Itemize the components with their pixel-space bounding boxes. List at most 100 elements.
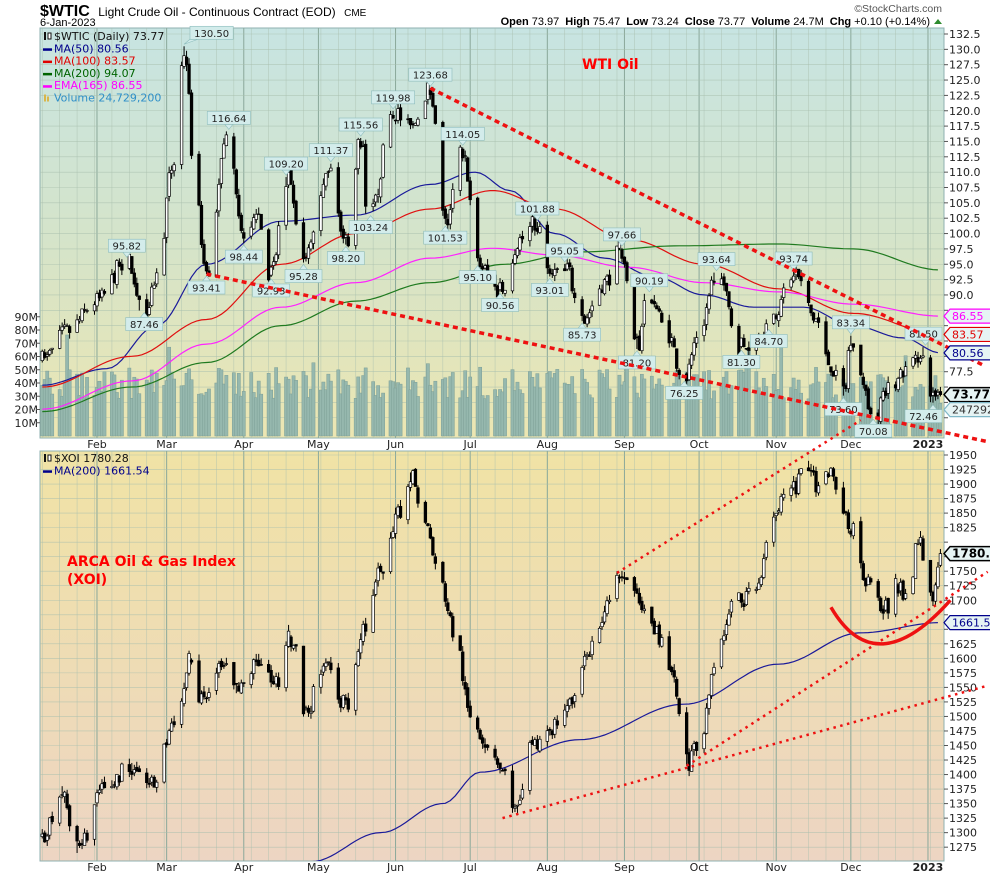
candle-up	[371, 595, 375, 633]
annotation-label: 93.01	[535, 286, 564, 297]
candle-up	[642, 608, 646, 611]
candle-up	[388, 537, 393, 573]
annotation-box	[189, 25, 234, 40]
candle-up	[48, 817, 52, 836]
candle-up	[354, 168, 358, 246]
volume-tick-label: 30M	[15, 390, 39, 403]
x-tick-label-lower: 2023	[913, 861, 944, 874]
volume-bar	[381, 392, 385, 437]
quote-high-label: High	[565, 16, 590, 28]
candle-up	[704, 307, 709, 325]
candle-up	[515, 248, 520, 256]
wti-annotations: 95.82 87.46 130.50 93.41 116.64 98.44 92.93 109…	[108, 25, 943, 438]
candle-down	[267, 664, 271, 673]
candle-up	[179, 65, 184, 165]
candle-down	[341, 228, 345, 239]
legend-label: Volume 24,729,200	[54, 92, 161, 105]
candle-up	[936, 566, 940, 588]
candle-down	[637, 592, 642, 604]
candle-down	[824, 321, 828, 355]
candle-down	[677, 369, 681, 375]
candle-up	[590, 640, 594, 656]
candle-down	[197, 153, 201, 206]
x-tick-label-lower: Jun	[386, 861, 404, 874]
candle-up	[214, 211, 219, 277]
annotation-box	[531, 283, 569, 297]
x-tick-label-upper: Oct	[690, 438, 710, 451]
candle-up	[214, 672, 219, 691]
candle-up	[224, 134, 229, 146]
candle-up	[359, 639, 363, 654]
candle-up	[276, 225, 281, 256]
candle-down	[632, 279, 637, 340]
candle-up	[597, 288, 602, 306]
candle-down	[202, 243, 206, 264]
y-tick-label: 127.5	[949, 59, 981, 72]
volume-bar	[712, 390, 716, 437]
value-tag: 80.56	[943, 345, 990, 361]
candle-down	[632, 577, 637, 591]
candle-down	[461, 651, 465, 682]
candle-down	[729, 308, 734, 327]
x-tick-label-lower: Nov	[765, 861, 787, 874]
value-tag-box	[943, 308, 990, 324]
y-tick-label: 117.5	[949, 120, 981, 133]
annotation-box	[440, 126, 485, 141]
candle-down	[841, 487, 846, 514]
x-tick-label-lower: Sep	[614, 861, 635, 874]
volume-bar	[468, 376, 473, 437]
candle-down	[844, 511, 848, 514]
volume-bar	[694, 374, 699, 437]
candle-up	[702, 325, 706, 336]
candle-down	[359, 141, 363, 148]
candle-down	[555, 268, 559, 270]
candle-down	[301, 222, 306, 260]
candle-up	[777, 314, 781, 322]
candle-down	[476, 717, 480, 730]
volume-bar	[120, 379, 124, 437]
legend-swatch	[43, 48, 52, 51]
annotation-label: 116.64	[211, 114, 246, 125]
candle-down	[259, 213, 263, 230]
candle-down	[329, 662, 333, 671]
price-annotation: 114.05	[440, 126, 485, 146]
annotation-label: 72.46	[909, 412, 938, 423]
annotation-label: 83.34	[837, 318, 866, 329]
volume-legend-icon	[44, 94, 46, 102]
annotation-label: 85.73	[568, 331, 597, 342]
candle-up	[199, 693, 204, 704]
candle-down	[222, 665, 226, 667]
annotation-box	[545, 243, 584, 258]
candle-down	[938, 391, 943, 395]
x-tick-label-lower: May	[307, 861, 330, 874]
candle-up	[60, 326, 64, 331]
candle-down	[443, 208, 447, 219]
candle-down	[67, 326, 72, 333]
candle-down	[135, 282, 139, 296]
candle-down	[620, 249, 624, 259]
candle-down	[458, 635, 462, 651]
volume-bar	[625, 368, 629, 437]
volume-tick-label: 40M	[15, 377, 39, 390]
candle-up	[75, 319, 79, 333]
y-tick-label: 100.0	[949, 228, 981, 241]
volume-bar	[172, 378, 176, 437]
candle-up	[423, 100, 428, 119]
candle-down	[242, 682, 246, 684]
candle-up	[162, 238, 166, 276]
candle-down	[806, 467, 811, 472]
y-tick-label: 115.0	[949, 135, 981, 148]
candle-down	[269, 669, 273, 683]
candle-down	[433, 556, 438, 564]
candle-down	[232, 136, 236, 169]
candle-down	[364, 623, 368, 632]
candle-up	[319, 674, 323, 688]
annotation-label: 76.25	[670, 389, 699, 400]
x-tick-label-upper: May	[307, 438, 330, 451]
candle-down	[463, 682, 467, 690]
candle-down	[423, 501, 428, 523]
price-annotation: 85.73	[563, 322, 601, 342]
candle-down	[301, 645, 306, 715]
candle-down	[199, 204, 204, 245]
price-annotation: 101.53	[423, 225, 468, 245]
